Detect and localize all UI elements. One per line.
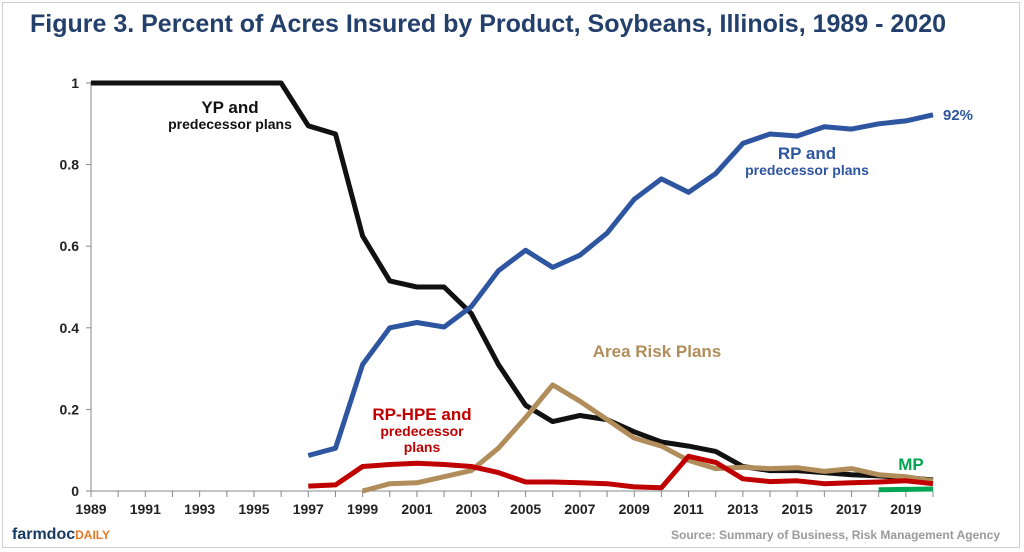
series-line-rp xyxy=(307,112,934,458)
x-tick-label: 2015 xyxy=(782,501,813,517)
x-tick-label: 2019 xyxy=(890,501,921,517)
x-tick-label: 2003 xyxy=(456,501,487,517)
series-line-rp-hpe xyxy=(308,453,934,491)
x-tick-label: 1991 xyxy=(130,501,161,517)
x-tick-label: 2001 xyxy=(401,501,432,517)
source-note: Source: Summary of Business, Risk Manage… xyxy=(671,528,1000,542)
y-tick-label: 0.6 xyxy=(60,238,80,254)
x-tick-label: 1999 xyxy=(347,501,378,517)
x-tick-label: 1997 xyxy=(293,501,324,517)
series-label-rp: predecessor plans xyxy=(745,162,869,178)
series-label-mp: MP xyxy=(898,455,924,474)
y-tick-label: 0.2 xyxy=(60,401,80,417)
farmdoc-logo: farmdocDAILY xyxy=(12,526,110,544)
x-tick-label: 2013 xyxy=(727,501,758,517)
series-label-rp-hpe: predecessor xyxy=(380,423,464,439)
x-tick-label: 2007 xyxy=(564,501,595,517)
logo-suffix: DAILY xyxy=(75,528,111,542)
y-tick-label: 0.8 xyxy=(60,157,80,173)
logo-main: farmdoc xyxy=(12,526,76,543)
series-label-area-risk: Area Risk Plans xyxy=(593,342,722,361)
series-label-yp: YP and xyxy=(201,98,258,117)
series-line-mp xyxy=(878,486,934,493)
y-tick-label: 0.4 xyxy=(60,320,80,336)
series-line-area-risk xyxy=(361,382,934,494)
x-tick-label: 1989 xyxy=(75,501,106,517)
y-tick-label: 0 xyxy=(71,483,79,499)
series-label-rp-hpe: plans xyxy=(404,439,441,455)
x-tick-label: 2017 xyxy=(836,501,867,517)
series-label-yp: predecessor plans xyxy=(168,116,292,132)
series-line-yp xyxy=(91,80,934,483)
series-label-rp: RP and xyxy=(778,144,836,163)
chart-title: Figure 3. Percent of Acres Insured by Pr… xyxy=(30,10,947,38)
x-tick-label: 1993 xyxy=(184,501,215,517)
x-tick-label: 2011 xyxy=(673,501,704,517)
x-tick-label: 2009 xyxy=(619,501,650,517)
series-label-rp-hpe: RP-HPE and xyxy=(372,405,471,424)
x-tick-label: 1995 xyxy=(238,501,269,517)
x-tick-label: 2005 xyxy=(510,501,541,517)
rp-end-value-label: 92% xyxy=(943,107,973,124)
y-tick-label: 1 xyxy=(71,75,79,91)
